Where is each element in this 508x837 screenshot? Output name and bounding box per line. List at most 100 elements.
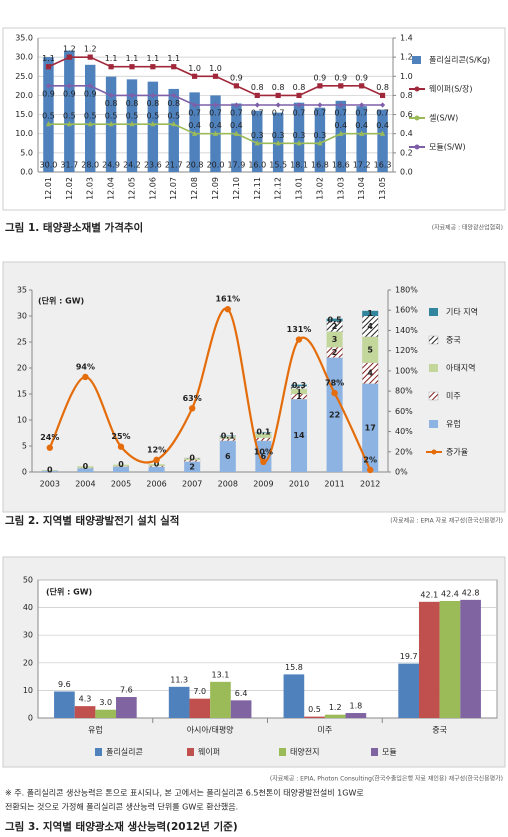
data-label: 0.7 <box>314 109 327 118</box>
data-label: 7.0 <box>193 687 206 696</box>
data-label: 0.8 <box>167 99 180 108</box>
bar <box>84 64 96 172</box>
bar-segment <box>77 468 94 472</box>
marker <box>150 64 156 70</box>
bar <box>64 50 75 172</box>
marker <box>66 83 72 89</box>
marker <box>317 140 323 146</box>
legend-label: 미주 <box>446 392 461 401</box>
marker <box>379 92 386 99</box>
x-tick-label: 2008 <box>218 480 238 489</box>
data-label: 3.0 <box>99 698 112 707</box>
bar <box>230 700 252 718</box>
data-label: 15.8 <box>285 663 303 672</box>
y-tick-label: 5.0 <box>20 148 33 157</box>
data-label: 0.3 <box>293 131 306 140</box>
data-label: 0.5 <box>42 112 55 121</box>
y-tick-label: 15 <box>17 390 27 399</box>
y-tick-label: 15.0 <box>15 110 33 119</box>
data-label: 10% <box>254 447 273 456</box>
data-label: 0.4 <box>376 121 389 130</box>
unit-label: (단위 : GW) <box>38 296 84 306</box>
marker <box>45 83 52 89</box>
legend-label: 모듈 <box>382 748 397 757</box>
bar <box>95 709 117 718</box>
marker <box>129 92 135 99</box>
x-tick-label: 13.05 <box>378 177 387 200</box>
data-label: 24.9 <box>102 161 120 170</box>
data-label: 0.5 <box>328 315 343 324</box>
data-label: 0.5 <box>308 705 321 714</box>
legend-swatch <box>429 420 438 428</box>
x-tick-label: 2006 <box>146 480 166 489</box>
data-label: 22 <box>329 410 340 419</box>
data-label: 0.7 <box>188 109 201 118</box>
bar-segment <box>290 384 308 387</box>
data-label: 0.8 <box>251 83 264 92</box>
data-label: 11.3 <box>170 675 188 684</box>
marker <box>150 121 156 127</box>
marker <box>150 92 156 99</box>
bar-segment <box>255 433 272 438</box>
legend-swatch <box>187 748 194 756</box>
data-label: 0.7 <box>334 109 347 118</box>
marker <box>82 373 89 381</box>
data-label: 42.8 <box>462 588 480 597</box>
data-label: 1.1 <box>146 54 159 63</box>
data-label: 9.6 <box>58 680 71 689</box>
legend-swatch <box>428 391 439 401</box>
marker <box>192 73 198 79</box>
data-label: 15.5 <box>269 161 287 170</box>
data-label: 0.5 <box>167 112 180 121</box>
y-tick-label: 35 <box>17 286 27 295</box>
data-label: 1.2 <box>84 45 97 54</box>
data-label: 1.8 <box>349 702 362 711</box>
y2-tick-label: 160% <box>395 306 418 315</box>
y-tick-label: 40 <box>23 603 33 612</box>
bar <box>304 716 325 718</box>
marker <box>295 336 303 343</box>
marker <box>189 405 196 412</box>
bar <box>460 599 481 718</box>
data-label: 0.5 <box>105 112 118 121</box>
data-label: 6 <box>261 452 267 461</box>
bar-segment <box>255 440 272 472</box>
x-tick-label: 2005 <box>111 480 131 489</box>
marker <box>66 121 72 127</box>
bar <box>356 106 367 172</box>
y-tick-label: 0 <box>28 714 33 723</box>
y2-tick-label: 0.8 <box>400 91 413 100</box>
marker <box>338 130 344 136</box>
caption: 그림 2. 지역별 태양광발전기 설치 실적 <box>5 514 179 527</box>
marker <box>87 121 93 127</box>
marker <box>153 456 160 464</box>
data-label: 17.2 <box>353 161 371 170</box>
marker <box>87 83 93 89</box>
data-label: 0.1 <box>256 428 271 437</box>
bar <box>168 686 190 718</box>
data-label: 16.3 <box>374 161 392 170</box>
marker <box>275 140 281 146</box>
data-label: 21.7 <box>165 161 183 170</box>
x-tick-label: 12.12 <box>274 177 283 200</box>
y-tick-label: 5 <box>22 442 27 451</box>
y-tick-label: 30 <box>17 312 27 321</box>
data-label: 0.4 <box>209 121 222 130</box>
bar-segment <box>326 331 343 348</box>
marker <box>171 121 177 127</box>
x-tick-label: 12.02 <box>65 177 74 200</box>
data-label: 13.1 <box>212 670 230 679</box>
marker <box>233 83 239 89</box>
legend-label: 셀(S/W) <box>429 113 458 123</box>
legend-label: 모듈(S/W) <box>429 143 466 152</box>
data-label: 2 <box>189 462 195 471</box>
y-tick-label: 25 <box>17 338 27 347</box>
data-label: 1 <box>296 387 302 396</box>
x-tick-label: 2004 <box>75 480 95 489</box>
bar <box>283 674 305 718</box>
unit-label: (단위 : GW) <box>46 587 92 597</box>
y2-tick-label: 0.4 <box>400 129 413 138</box>
legend-swatch <box>412 56 421 64</box>
data-label: 1.1 <box>167 54 180 63</box>
data-label: 1.2 <box>63 45 76 54</box>
